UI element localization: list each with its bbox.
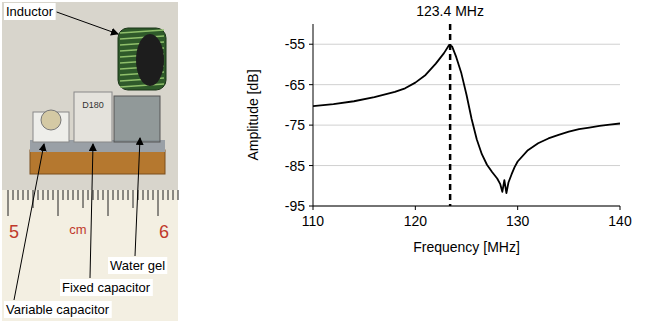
y-tick (309, 165, 313, 166)
y-tick-label: -75 (285, 117, 305, 133)
photo-label: Water gel (110, 258, 165, 273)
ruler-tick (178, 190, 179, 200)
ruler-number: 6 (159, 222, 169, 242)
ruler-tick (48, 190, 49, 200)
ruler-tick (148, 190, 149, 200)
ruler-tick (168, 190, 169, 200)
ruler-tick (53, 190, 54, 200)
annotation-line (449, 24, 452, 206)
ruler-tick (78, 190, 79, 200)
ruler-tick (103, 190, 104, 200)
x-axis-title: Frequency [MHz] (413, 239, 520, 255)
water-gel (114, 96, 160, 142)
label-background (4, 301, 112, 318)
ruler-tick (128, 190, 129, 200)
ruler-tick (68, 190, 69, 200)
ruler-tick (23, 190, 24, 200)
x-tick-label: 130 (506, 213, 530, 229)
ruler-tick (18, 190, 19, 200)
inductor-winding (120, 84, 164, 87)
label-background (108, 257, 167, 274)
inductor (118, 28, 166, 90)
photo: 5 cm 6 D180 Inductor Water gel Fixed capacitor… (2, 2, 178, 321)
board (30, 150, 165, 174)
ruler-tick (13, 190, 14, 200)
y-tick-label: -85 (285, 158, 305, 174)
plot-data (313, 24, 620, 206)
label-arrow (135, 138, 140, 256)
inductor-winding (120, 30, 164, 33)
ruler-tick (38, 190, 39, 200)
ruler-tick (123, 190, 124, 200)
ruler-tick (43, 190, 44, 200)
ruler-tick (158, 190, 159, 216)
x-tick-label: 110 (302, 213, 325, 229)
x-tick-label: 140 (608, 213, 632, 229)
x-tick (517, 206, 518, 210)
ruler-tick (118, 190, 119, 200)
label-background (4, 3, 56, 20)
y-tick (309, 125, 313, 126)
photo-background (2, 2, 178, 321)
grid-line (313, 44, 620, 45)
grid-line (313, 165, 620, 166)
x-axis (313, 206, 620, 207)
ruler-tick (83, 190, 84, 208)
label-arrow (90, 144, 93, 278)
annotation-label: 123.4 MHz (416, 3, 484, 19)
x-tick (415, 206, 416, 210)
grid-line (313, 125, 620, 126)
y-tick-label: -55 (285, 36, 305, 52)
y-axis-title: Amplitude [dB] (245, 69, 261, 160)
photo-label: Variable capacitor (6, 302, 110, 317)
grid-line (313, 206, 620, 207)
x-tick (313, 206, 314, 210)
ruler-tick (73, 190, 74, 200)
variable-capacitor-knob (41, 110, 61, 130)
ruler-tick (108, 190, 109, 216)
ruler (2, 190, 178, 321)
ruler-unit: cm (69, 222, 86, 237)
y-axis (313, 24, 314, 206)
ruler-tick (63, 190, 64, 200)
ruler-tick (143, 190, 144, 200)
ruler-number: 5 (9, 222, 19, 242)
page: {"photo": {"labels": {"inductor": "Induc… (0, 0, 661, 323)
ruler-tick (8, 190, 9, 216)
x-tick (620, 206, 621, 210)
ruler-tick (58, 190, 59, 216)
y-tick (309, 84, 313, 85)
ruler-tick (113, 190, 114, 200)
y-tick-label: -65 (285, 77, 305, 93)
grid-line (313, 84, 620, 85)
ruler-tick (173, 190, 174, 200)
series-line (313, 45, 620, 193)
label-arrow (57, 12, 118, 34)
photo-label: Inductor (6, 4, 54, 19)
chart: -95 -85 -75 -65 -55 110 120 130 140 Frequency [MH… (245, 3, 632, 255)
fixed-capacitor (74, 92, 112, 142)
ruler-tick (98, 190, 99, 200)
ruler-tick (163, 190, 164, 200)
y-tick (309, 206, 313, 207)
y-tick-label: -95 (285, 198, 305, 214)
y-tick (309, 44, 313, 45)
ruler-tick (93, 190, 94, 200)
label-background (60, 279, 153, 296)
inductor-core (136, 34, 164, 86)
figure: 5 cm 6 D180 Inductor Water gel Fixed capacitor… (0, 0, 661, 323)
ruler-tick (153, 190, 154, 200)
ruler-tick (88, 190, 89, 200)
ruler-tick (133, 190, 134, 208)
ruler-tick (28, 190, 29, 200)
label-arrow (14, 144, 44, 300)
x-tick-label: 120 (404, 213, 428, 229)
component-marking: D180 (82, 100, 104, 110)
photo-label: Fixed capacitor (62, 280, 151, 295)
